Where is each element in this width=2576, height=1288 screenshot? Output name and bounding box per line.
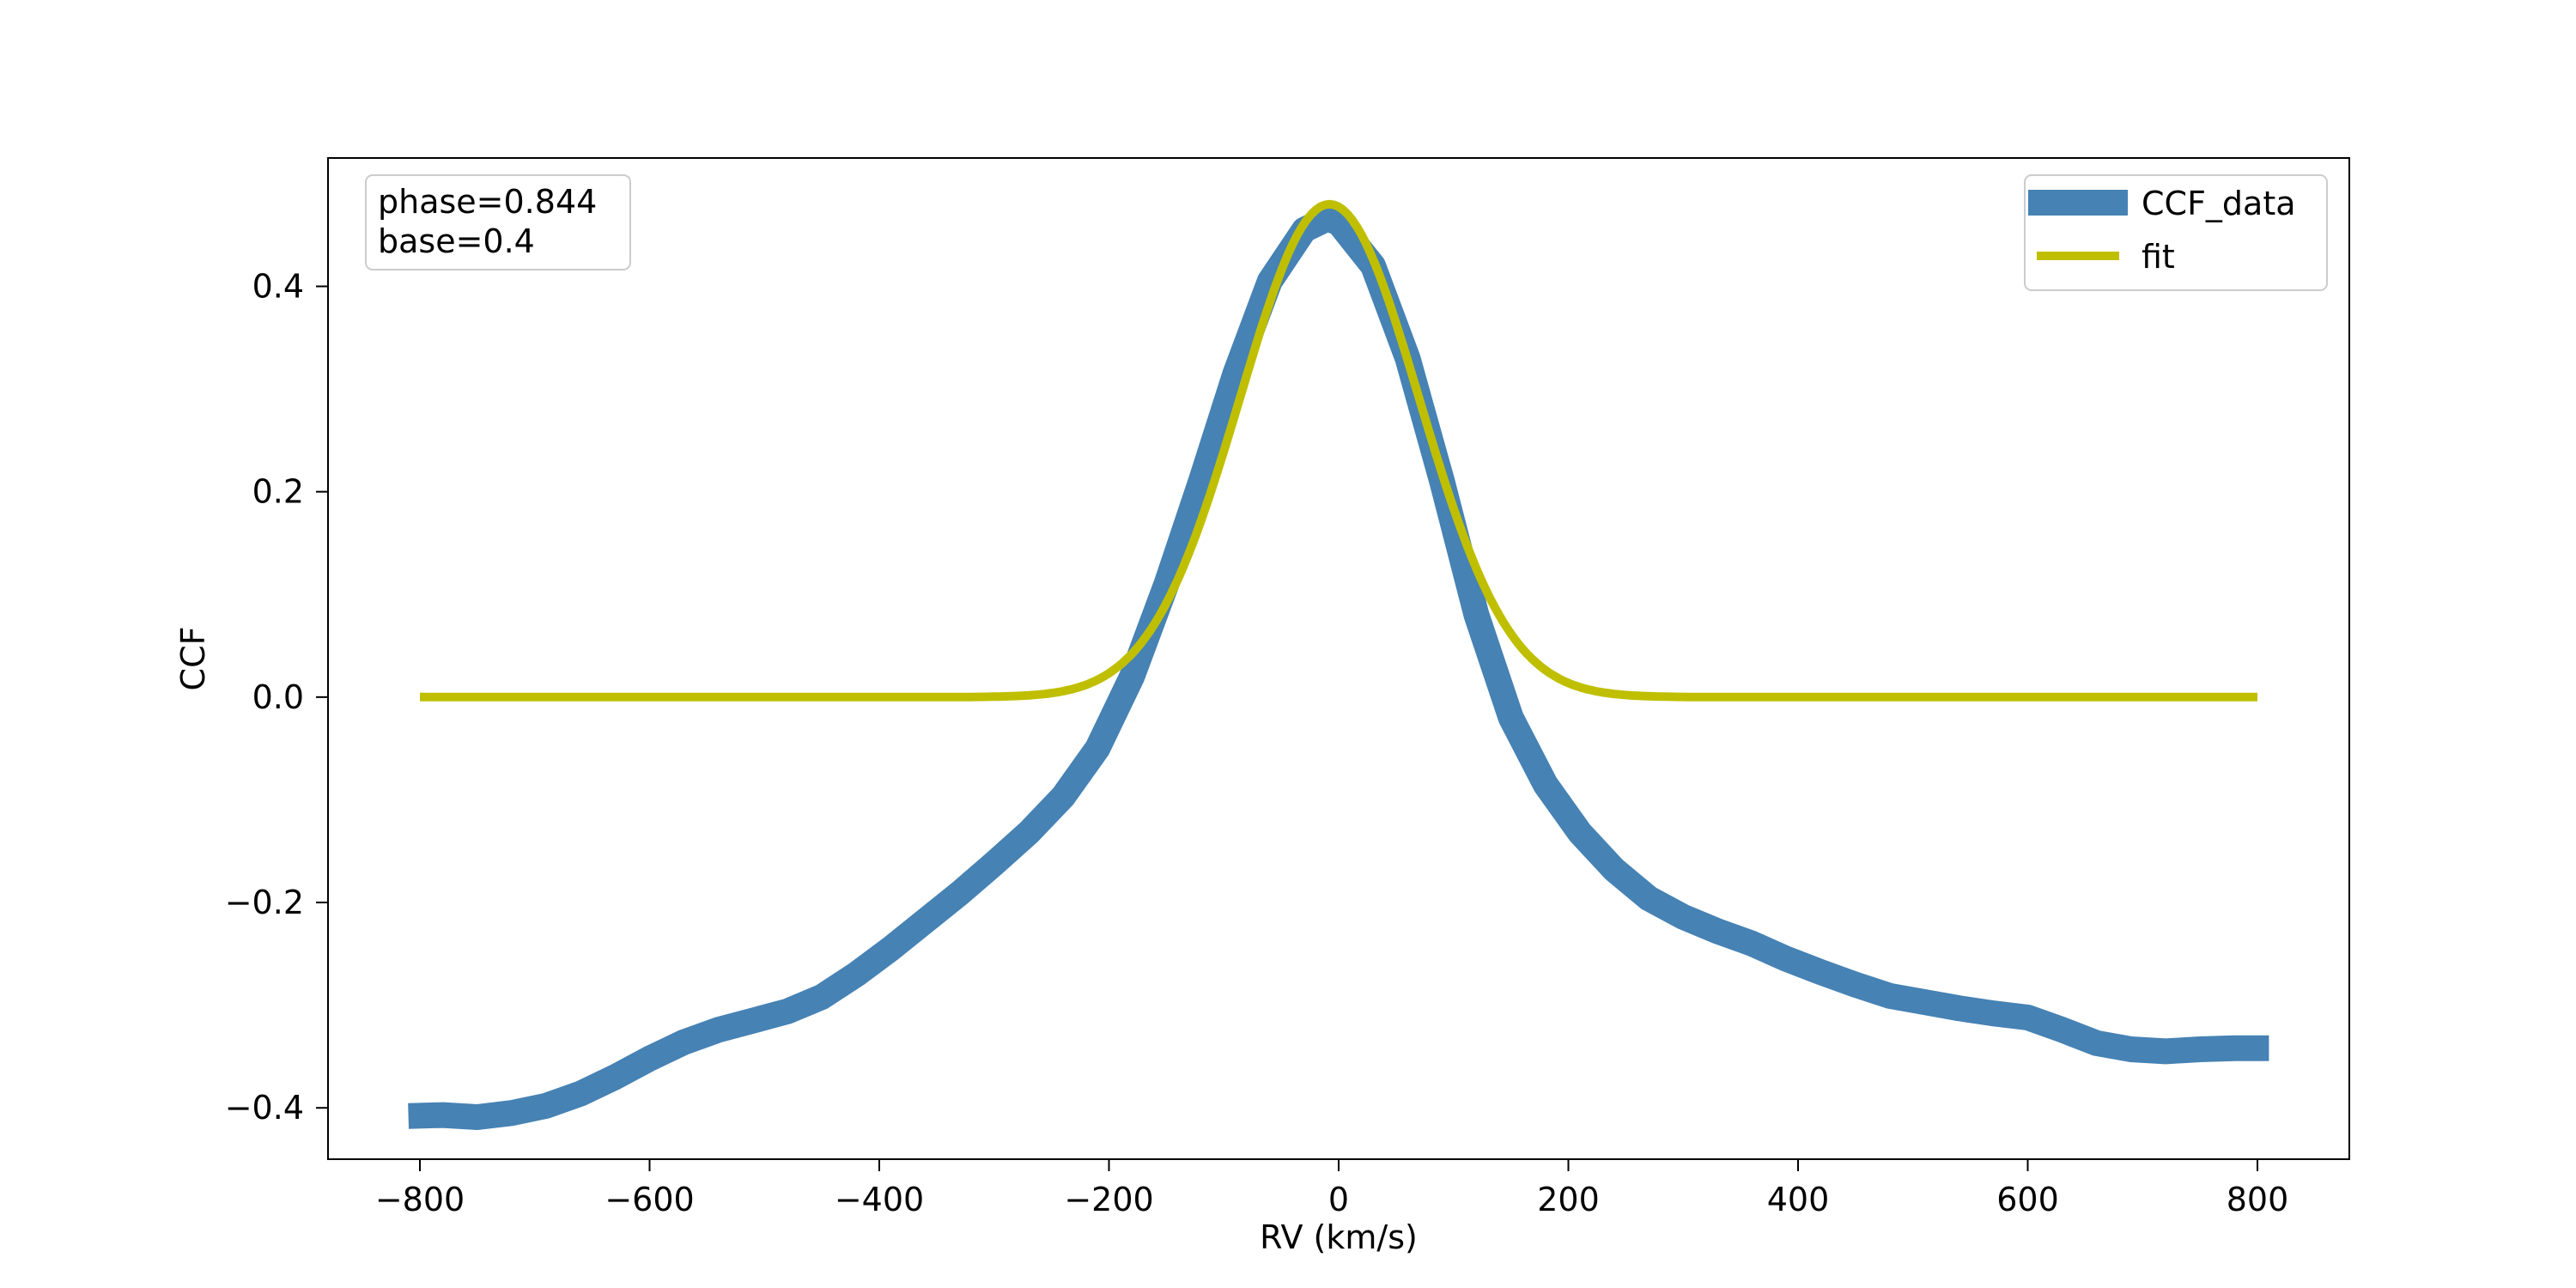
x-tick-label: 200 <box>1537 1181 1600 1218</box>
legend-label-ccf-data: CCF_data <box>2142 185 2296 222</box>
x-tick-label: −200 <box>1064 1181 1153 1218</box>
y-axis-label: CCF <box>174 627 212 691</box>
legend-label-fit: fit <box>2142 238 2175 276</box>
x-tick-label: −600 <box>605 1181 694 1218</box>
legend: CCF_data fit <box>2024 174 2328 291</box>
y-tick-label: 0.4 <box>252 267 304 305</box>
x-tick-label: −400 <box>835 1181 924 1218</box>
annotation-box: phase=0.844 base=0.4 <box>365 174 631 270</box>
y-tick-label: 0.0 <box>252 678 304 716</box>
y-tick-label: 0.2 <box>252 473 304 511</box>
y-tick-label: −0.4 <box>225 1089 304 1127</box>
series-line-ccf-data <box>408 205 2269 1130</box>
x-axis-label: RV (km/s) <box>1260 1218 1418 1256</box>
x-tick-label: −800 <box>375 1181 465 1218</box>
axes-frame <box>327 157 2350 1160</box>
x-tick-label: 400 <box>1767 1181 1830 1218</box>
x-tick-label: 800 <box>2227 1181 2289 1218</box>
series-line-fit <box>420 199 2257 702</box>
annotation-base: base=0.4 <box>378 222 535 260</box>
x-tick-label: 0 <box>1328 1181 1349 1218</box>
x-tick-label: 600 <box>1996 1181 2059 1218</box>
annotation-phase: phase=0.844 <box>378 183 597 221</box>
annotation-frame <box>365 174 631 270</box>
y-tick-label: −0.2 <box>225 884 304 921</box>
